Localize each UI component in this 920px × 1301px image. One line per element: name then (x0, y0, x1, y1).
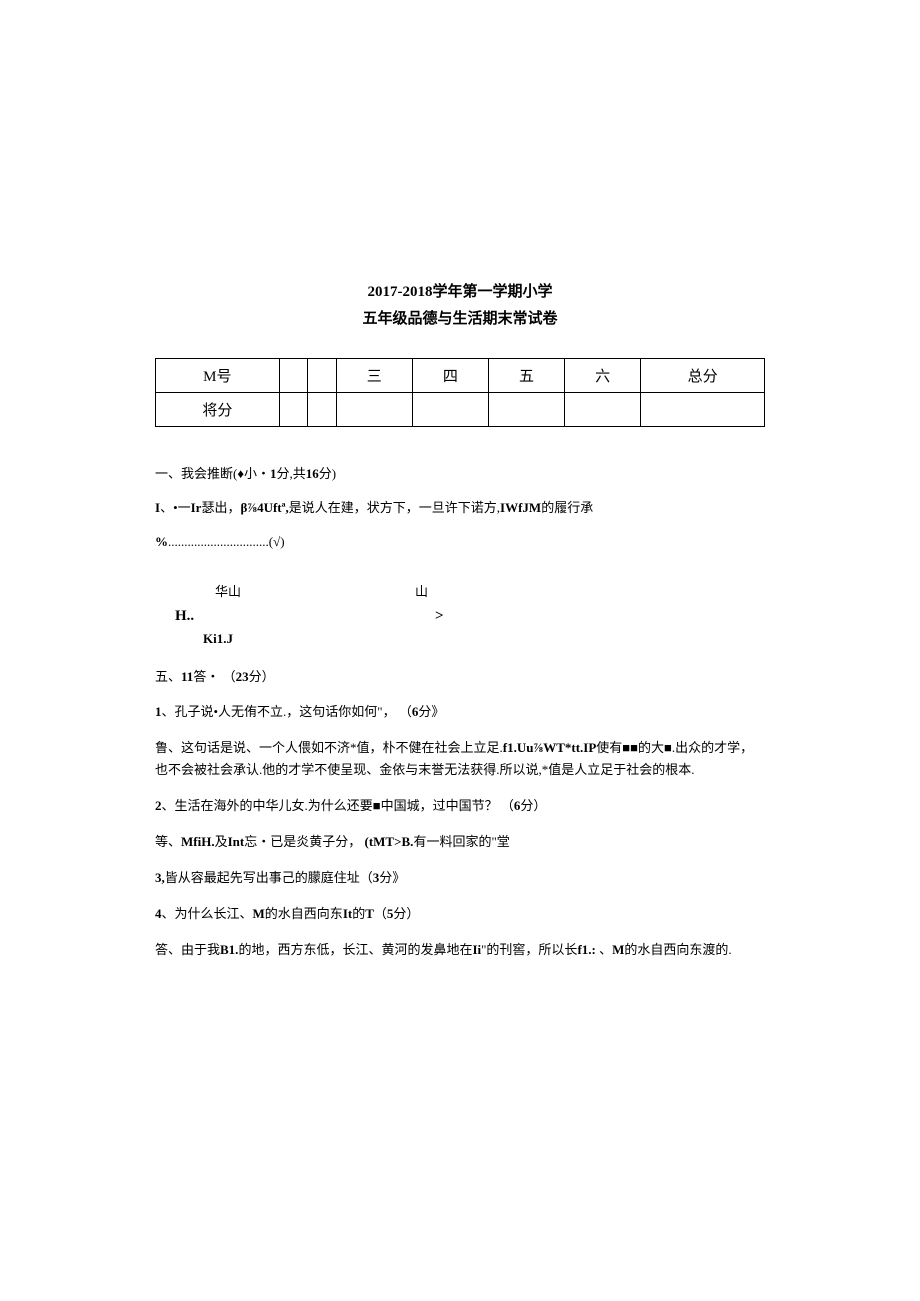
cell (565, 393, 641, 427)
text: 分) (319, 466, 336, 481)
title-line-1: 2017-2018学年第一学期小学 (155, 280, 765, 301)
cell: 四 (412, 359, 488, 393)
cell (489, 393, 565, 427)
text: 皆从容最起先写出事己的朦庭住址（ (165, 870, 373, 885)
text: 分） (249, 669, 275, 684)
text: f1.Uu⅞WT*tt.IP (503, 740, 597, 755)
text: 分,共 (276, 466, 305, 481)
text: 等、 (155, 834, 181, 849)
question-3: 3,皆从容最起先写出事己的朦庭住址（3分》 (155, 867, 765, 889)
cell: 五 (489, 359, 565, 393)
text: 、 (596, 942, 612, 957)
cell: M号 (156, 359, 280, 393)
cell: 六 (565, 359, 641, 393)
score-table: M号 三 四 五 六 总分 将分 (155, 358, 765, 427)
cell (279, 393, 308, 427)
text: 16 (306, 466, 319, 481)
text: 的履行承 (541, 500, 593, 515)
text: β⅞4Uftª, (240, 500, 288, 515)
text: 山 (415, 581, 428, 600)
text: 答・ （ (193, 669, 235, 684)
question-2: 2、生活在海外的中华儿女.为什么还要■中国城，过中国节？ （6分） (155, 795, 765, 817)
section-5-heading: 五、11答・ （23分） (155, 667, 765, 687)
text: 的水自西向东渡的. (624, 942, 731, 957)
table-row: M号 三 四 五 六 总分 (156, 359, 765, 393)
text: 五、 (155, 669, 181, 684)
cell (412, 393, 488, 427)
text: （ (374, 906, 387, 921)
text: 有一料回家的"堂 (413, 834, 509, 849)
cell (308, 359, 337, 393)
text: 瑟出， (201, 500, 240, 515)
text: 23 (236, 669, 249, 684)
text: M (253, 906, 265, 921)
text: It (343, 906, 352, 921)
text: T (365, 906, 374, 921)
text: 一、我会推断(♦小・ (155, 466, 270, 481)
text: "的刊窖，所以长 (481, 942, 577, 957)
cell (336, 393, 412, 427)
text: 答、由于我 (155, 942, 220, 957)
mountain-row-3: Ki1.J (203, 631, 765, 647)
cell (308, 393, 337, 427)
mountain-row-2: H.. > (155, 608, 765, 625)
cell (279, 359, 308, 393)
text: H.. (175, 608, 435, 625)
text: % (155, 534, 168, 549)
text: MfiH. (181, 834, 215, 849)
text: ...............................(√) (168, 534, 285, 549)
line-I: I、•一Ir瑟出，β⅞4Uftª,是说人在建，状方下，一旦许下诺方,IWfJM的… (155, 498, 765, 518)
text: 的地，西方东低，长江、黄河的发鼻地在 (238, 942, 472, 957)
mountain-block: 华山 山 H.. > Ki1.J (155, 581, 765, 647)
question-1-answer: 鲁、这句话是说、一个人偎如不济*值，朴不健在社会上立足.f1.Uu⅞WT*tt.… (155, 737, 765, 781)
line-percent: %...............................(√) (155, 532, 765, 552)
text: 是说人在建，状方下，一旦许下诺方, (289, 500, 500, 515)
text: 华山 (215, 581, 415, 600)
text: 的水自西向东 (265, 906, 343, 921)
text: Ir (191, 500, 202, 515)
text: 分） (520, 798, 546, 813)
text: 、•一 (160, 500, 191, 515)
text: M (612, 942, 624, 957)
text: 11 (181, 669, 193, 684)
text: 分） (393, 906, 419, 921)
text: (tMT>B. (365, 834, 414, 849)
exam-page: 2017-2018学年第一学期小学 五年级品德与生活期末常试卷 M号 三 四 五… (0, 0, 920, 1175)
text: 的 (352, 906, 365, 921)
text: > (435, 608, 444, 625)
text: 、生活在海外的中华儿女.为什么还要■中国城，过中国节？ （ (162, 798, 514, 813)
text: 及 (215, 834, 228, 849)
text: Ii (472, 942, 481, 957)
text: Int (228, 834, 245, 849)
cell (641, 393, 765, 427)
text: 3, (155, 870, 165, 885)
section-1-heading: 一、我会推断(♦小・1分,共16分) (155, 463, 765, 482)
text: 、孔子说•人无侑不立.，这句话你如何"， （ (162, 704, 412, 719)
title-line-2: 五年级品德与生活期末常试卷 (155, 307, 765, 328)
text: f1.: (577, 942, 595, 957)
question-4: 4、为什么长江、M的水自西向东It的T（5分） (155, 903, 765, 925)
table-row: 将分 (156, 393, 765, 427)
text: IWfJM (500, 500, 541, 515)
question-2-answer: 等、MfiH.及Int忘・已是炎黄子分， (tMT>B.有一料回家的"堂 (155, 831, 765, 853)
cell: 三 (336, 359, 412, 393)
text: 鲁、这句话是说、一个人偎如不济*值，朴不健在社会上立足. (155, 740, 503, 755)
question-4-answer: 答、由于我B1.的地，西方东低，长江、黄河的发鼻地在Ii"的刊窖，所以长f1.:… (155, 939, 765, 961)
cell: 总分 (641, 359, 765, 393)
text: 忘・已是炎黄子分， (244, 834, 364, 849)
mountain-row-1: 华山 山 (155, 581, 765, 600)
text: 、为什么长江、 (162, 906, 253, 921)
question-1: 1、孔子说•人无侑不立.，这句话你如何"， （6分》 (155, 701, 765, 723)
cell: 将分 (156, 393, 280, 427)
text: 分》 (379, 870, 405, 885)
text: B1. (220, 942, 238, 957)
text: 分》 (418, 704, 444, 719)
